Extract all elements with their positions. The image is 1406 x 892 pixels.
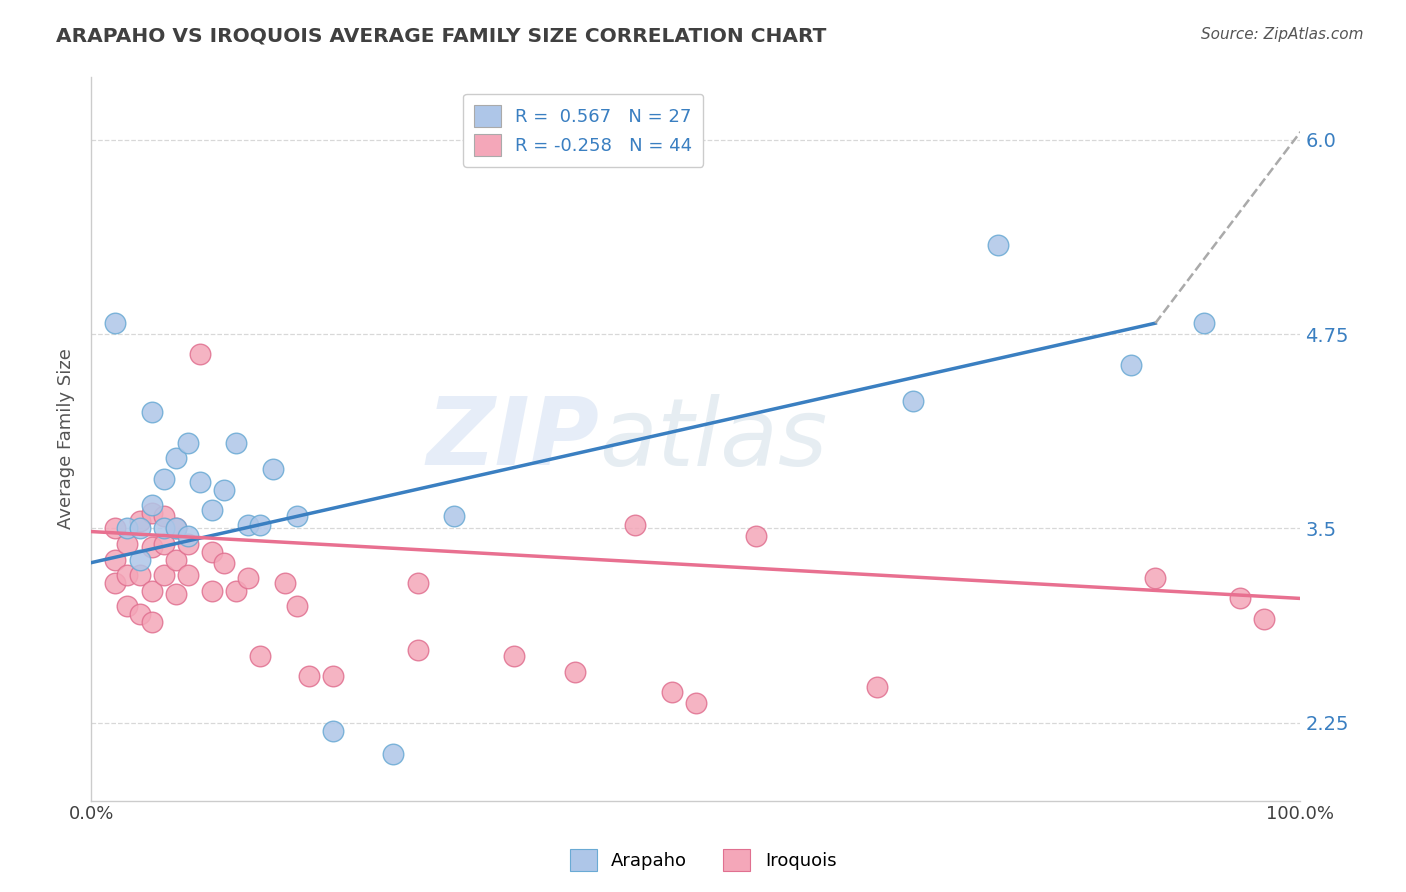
Point	[165, 521, 187, 535]
Point	[225, 436, 247, 450]
Legend: Arapaho, Iroquois: Arapaho, Iroquois	[562, 842, 844, 879]
Point	[903, 393, 925, 408]
Point	[165, 587, 187, 601]
Point	[866, 680, 889, 694]
Point	[104, 575, 127, 590]
Point	[1144, 571, 1167, 585]
Point	[128, 607, 150, 621]
Point	[104, 316, 127, 330]
Point	[1253, 612, 1275, 626]
Point	[249, 518, 271, 533]
Point	[1192, 316, 1215, 330]
Point	[117, 521, 139, 535]
Point	[177, 537, 200, 551]
Point	[128, 568, 150, 582]
Point	[212, 556, 235, 570]
Text: ZIP: ZIP	[426, 393, 599, 485]
Point	[238, 571, 260, 585]
Point	[188, 347, 211, 361]
Point	[201, 545, 224, 559]
Point	[262, 462, 284, 476]
Point	[141, 506, 163, 520]
Point	[1121, 358, 1143, 372]
Point	[322, 723, 344, 738]
Point	[152, 472, 174, 486]
Point	[104, 552, 127, 566]
Text: ARAPAHO VS IROQUOIS AVERAGE FAMILY SIZE CORRELATION CHART: ARAPAHO VS IROQUOIS AVERAGE FAMILY SIZE …	[56, 27, 827, 45]
Point	[745, 529, 768, 543]
Point	[406, 575, 429, 590]
Point	[152, 568, 174, 582]
Point	[128, 521, 150, 535]
Point	[406, 642, 429, 657]
Point	[1229, 591, 1251, 606]
Point	[141, 583, 163, 598]
Point	[238, 518, 260, 533]
Y-axis label: Average Family Size: Average Family Size	[58, 349, 75, 530]
Point	[165, 552, 187, 566]
Point	[152, 508, 174, 523]
Point	[188, 475, 211, 489]
Point	[177, 568, 200, 582]
Point	[128, 552, 150, 566]
Point	[201, 503, 224, 517]
Point	[201, 583, 224, 598]
Point	[661, 685, 683, 699]
Point	[987, 238, 1010, 252]
Point	[298, 669, 321, 683]
Point	[117, 537, 139, 551]
Point	[165, 451, 187, 466]
Point	[249, 648, 271, 663]
Point	[165, 521, 187, 535]
Point	[141, 540, 163, 554]
Point	[564, 665, 586, 679]
Point	[177, 436, 200, 450]
Point	[443, 508, 465, 523]
Point	[285, 599, 308, 614]
Text: Source: ZipAtlas.com: Source: ZipAtlas.com	[1201, 27, 1364, 42]
Point	[177, 529, 200, 543]
Point	[685, 696, 707, 710]
Point	[128, 514, 150, 528]
Text: atlas: atlas	[599, 393, 827, 484]
Point	[141, 405, 163, 419]
Point	[141, 498, 163, 512]
Point	[117, 568, 139, 582]
Point	[382, 747, 405, 761]
Point	[225, 583, 247, 598]
Point	[104, 521, 127, 535]
Point	[117, 599, 139, 614]
Point	[322, 669, 344, 683]
Point	[212, 483, 235, 497]
Point	[152, 521, 174, 535]
Point	[624, 518, 647, 533]
Point	[273, 575, 295, 590]
Point	[152, 537, 174, 551]
Point	[285, 508, 308, 523]
Point	[503, 648, 526, 663]
Point	[141, 615, 163, 629]
Legend: R =  0.567   N = 27, R = -0.258   N = 44: R = 0.567 N = 27, R = -0.258 N = 44	[463, 94, 703, 167]
